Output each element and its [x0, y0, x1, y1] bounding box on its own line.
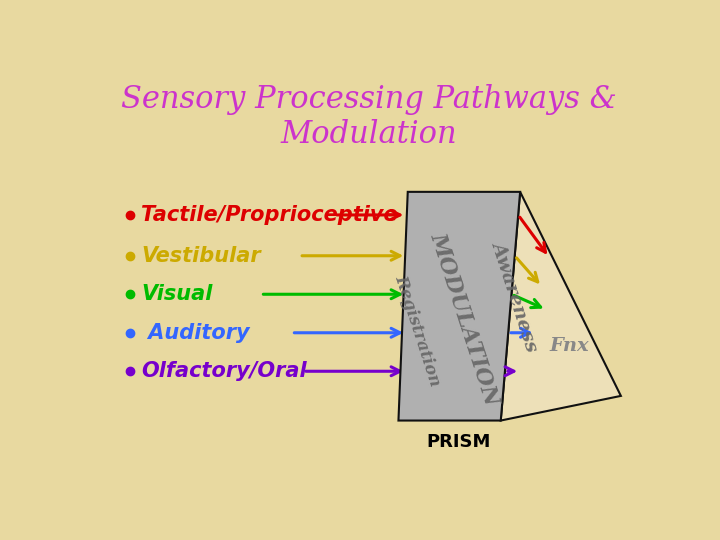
Text: Sensory Processing Pathways &: Sensory Processing Pathways & — [121, 84, 617, 115]
Text: Vestibular: Vestibular — [141, 246, 261, 266]
Text: Visual: Visual — [141, 284, 212, 304]
Text: Auditory: Auditory — [141, 323, 250, 343]
Text: Modulation: Modulation — [281, 119, 457, 150]
Text: Registration: Registration — [391, 273, 443, 388]
Polygon shape — [500, 192, 621, 421]
Polygon shape — [398, 192, 520, 421]
Text: Olfactory/Oral: Olfactory/Oral — [141, 361, 307, 381]
Text: MODULATION: MODULATION — [426, 230, 503, 408]
Text: Tactile/Proprioceptive: Tactile/Proprioceptive — [141, 205, 397, 225]
Text: PRISM: PRISM — [426, 433, 490, 451]
Text: Fnx: Fnx — [549, 337, 589, 355]
Text: Awareness: Awareness — [488, 238, 541, 353]
